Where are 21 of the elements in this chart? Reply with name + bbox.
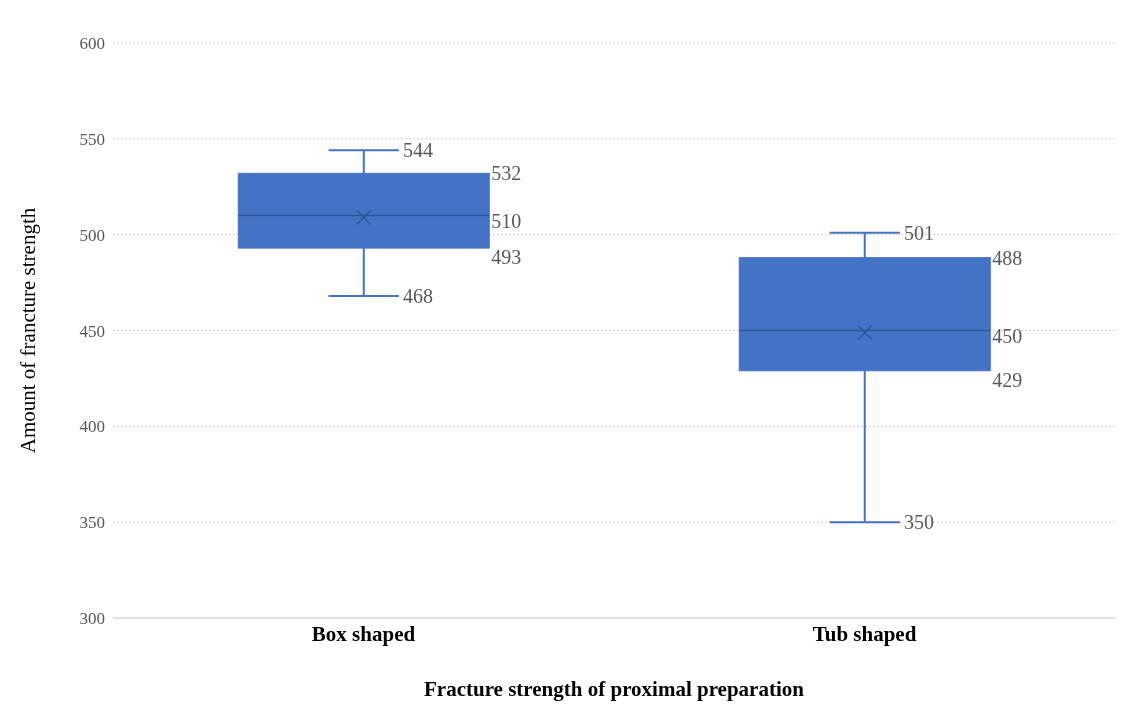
y-tick-label: 550 (79, 129, 105, 149)
annotation: 544 (402, 139, 433, 162)
y-tick-label: 400 (79, 417, 105, 437)
y-tick-label: 600 (79, 34, 105, 54)
y-tick-label: 300 (79, 609, 105, 629)
annotation: 450 (992, 324, 1023, 347)
y-tick-label: 350 (79, 513, 105, 533)
y-tick-label: 500 (79, 225, 105, 245)
x-axis-title: Fracture strength of proximal preparation (424, 677, 805, 701)
x-tick-label: Box shaped (311, 621, 416, 646)
annotation: 488 (992, 246, 1023, 269)
annotation: 429 (992, 368, 1023, 391)
annotation: 510 (491, 209, 522, 232)
annotation: 350 (903, 511, 934, 534)
y-axis-title: Amount of francture strength (16, 207, 41, 454)
annotation: 468 (402, 285, 433, 307)
y-tick-label: 450 (79, 321, 105, 341)
x-tick-label: Tub shaped (812, 621, 917, 646)
annotation: 501 (903, 221, 934, 244)
annotation: 493 (491, 246, 522, 269)
annotation: 532 (491, 162, 522, 185)
